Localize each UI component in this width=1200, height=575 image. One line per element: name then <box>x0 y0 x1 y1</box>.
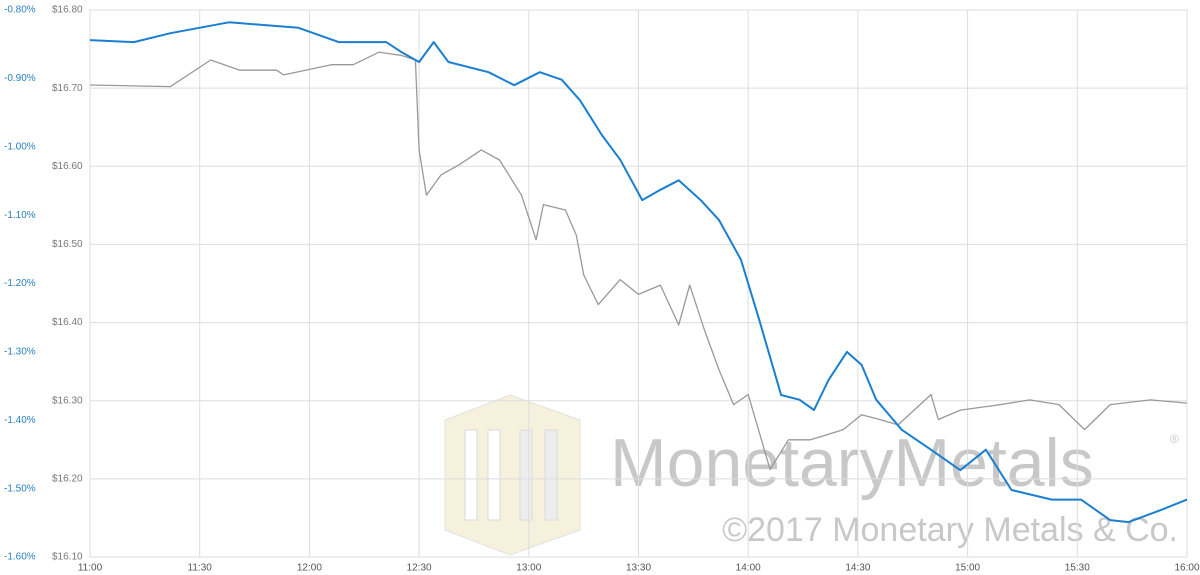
y-tick-label: $16.10 <box>52 552 83 563</box>
y2-tick-label: -0.90% <box>4 73 36 84</box>
y2-tick-label: -1.50% <box>4 483 36 494</box>
x-tick-label: 12:00 <box>297 563 322 574</box>
x-tick-label: 14:30 <box>845 563 870 574</box>
series-line <box>89 51 1188 471</box>
series-line <box>89 21 1188 524</box>
y-tick-label: $16.80 <box>52 5 83 16</box>
x-tick-label: 12:30 <box>407 563 432 574</box>
x-tick-label: 13:30 <box>626 563 651 574</box>
y2-tick-label: -1.30% <box>4 347 36 358</box>
x-tick-label: 16:00 <box>1174 563 1199 574</box>
y-tick-label: $16.60 <box>52 161 83 172</box>
y2-tick-label: -1.20% <box>4 278 36 289</box>
y-tick-label: $16.20 <box>52 473 83 484</box>
x-tick-label: 11:30 <box>188 563 213 574</box>
x-tick-label: 13:00 <box>516 563 541 574</box>
watermark-text: MonetaryMetals <box>610 425 1094 501</box>
y2-tick-label: -1.10% <box>4 210 36 221</box>
x-tick-label: 14:00 <box>736 563 761 574</box>
y-tick-label: $16.40 <box>52 317 83 328</box>
watermark-logo <box>444 394 581 556</box>
copyright: ©2017 Monetary Metals & Co. <box>722 511 1178 549</box>
x-tick-label: 15:30 <box>1065 563 1090 574</box>
y2-tick-label: -0.80% <box>4 5 36 16</box>
y-tick-label: $16.50 <box>52 239 83 250</box>
y2-tick-label: -1.60% <box>4 552 36 563</box>
x-tick-label: 15:00 <box>955 563 980 574</box>
y2-tick-label: -1.00% <box>4 141 36 152</box>
y2-tick-label: -1.40% <box>4 415 36 426</box>
y-tick-label: $16.70 <box>52 83 83 94</box>
x-tick-label: 11:00 <box>78 563 103 574</box>
watermark-registered: ® <box>1170 432 1179 446</box>
y-tick-label: $16.30 <box>52 395 83 406</box>
